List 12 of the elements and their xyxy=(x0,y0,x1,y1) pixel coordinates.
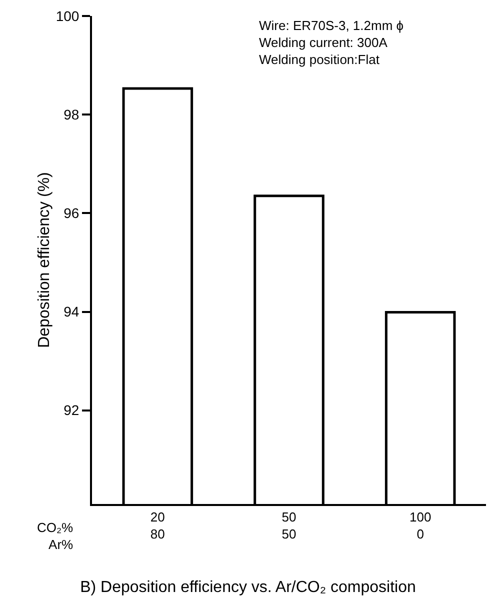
y-tick-label: 92 xyxy=(64,402,80,418)
y-tick-label: 98 xyxy=(64,106,80,122)
y-tick-label: 96 xyxy=(64,205,80,222)
x-tick-label: 100 0 xyxy=(409,510,432,542)
y-tick-label: 100 xyxy=(56,8,80,24)
x-tick-label: 20 80 xyxy=(150,510,165,542)
y-axis-title: Deposition efficiency (%) xyxy=(36,172,53,348)
text: CO₂% Ar% xyxy=(37,520,74,552)
x-tick-label: 50 50 xyxy=(282,510,296,542)
text: B) Deposition efficiency vs. Ar/CO₂ composition xyxy=(80,578,416,596)
y-tick-label: 94 xyxy=(64,304,80,320)
annotation: Wire: ER70S-3, 1.2mm ϕ Welding current: 300A Welding position:Flat xyxy=(259,18,404,67)
